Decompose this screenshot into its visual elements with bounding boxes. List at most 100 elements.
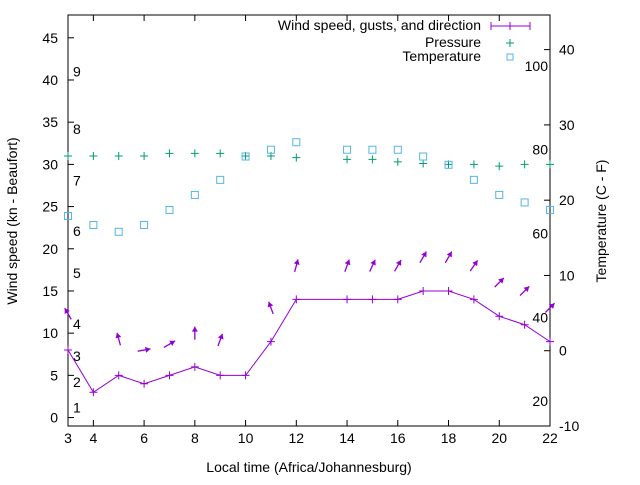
y-tick-label: 0 xyxy=(50,410,58,426)
wind-speed-point xyxy=(469,295,478,304)
wind-speed-point xyxy=(89,388,98,397)
wind-speed-point xyxy=(292,295,301,304)
pressure-point xyxy=(520,160,529,169)
legend-swatch-temperature xyxy=(506,53,514,61)
gust-arrow-head xyxy=(344,259,351,266)
beaufort-label: 3 xyxy=(73,348,81,364)
gust-arrow xyxy=(344,259,351,272)
temperature-point xyxy=(216,175,225,184)
gust-arrow xyxy=(217,333,224,347)
legend-swatch-wind xyxy=(490,22,531,30)
temperature-point xyxy=(520,198,529,207)
wind-speed-point xyxy=(546,337,554,346)
gust-arrow-head xyxy=(169,340,176,346)
gust-arrow-head xyxy=(421,251,427,258)
pressure-point xyxy=(190,149,199,158)
gust-arrow-head xyxy=(498,277,504,284)
legend-label-wind: Wind speed, gusts, and direction xyxy=(278,17,481,33)
temperature-point xyxy=(343,145,352,154)
wind-speed-point xyxy=(419,286,428,295)
gust-arrow xyxy=(469,259,479,272)
wind-speed-point xyxy=(190,362,199,371)
fahrenheit-label: 60 xyxy=(532,225,548,241)
pressure-point xyxy=(165,149,174,158)
y-tick-label: 5 xyxy=(50,367,58,383)
gust-arrow-head xyxy=(115,332,122,339)
temperature-point xyxy=(393,145,402,154)
beaufort-label: 5 xyxy=(73,265,81,281)
temperature-point xyxy=(266,145,275,154)
pressure-point xyxy=(368,155,377,164)
y2-tick-label: 40 xyxy=(559,42,575,58)
gust-arrow-head xyxy=(64,308,70,314)
y-tick-label: 30 xyxy=(42,156,58,172)
gust-arrow xyxy=(494,277,505,288)
gust-arrow xyxy=(267,301,274,315)
gust-arrow xyxy=(64,307,72,320)
wind-speed-point xyxy=(368,295,377,304)
x-tick-label: 16 xyxy=(390,430,406,446)
y2-tick-label: 10 xyxy=(559,267,575,283)
legend-label-temperature: Temperature xyxy=(402,48,481,64)
temperature-point xyxy=(89,221,98,230)
x-tick-label: 8 xyxy=(191,430,199,446)
wind-speed-point xyxy=(343,295,352,304)
gust-arrow-head xyxy=(293,259,300,265)
beaufort-label: 1 xyxy=(73,399,81,415)
legend-label-pressure: Pressure xyxy=(425,34,481,50)
gust-arrow-head xyxy=(523,286,530,293)
pressure-point xyxy=(114,151,123,160)
temperature-point xyxy=(469,175,478,184)
y2-axis-label: Temperature (C - F) xyxy=(593,160,609,283)
gust-arrow-head xyxy=(370,259,376,266)
gust-arrow-head xyxy=(145,346,151,353)
temperature-point xyxy=(241,152,250,161)
x-tick-label-start: 3 xyxy=(64,430,72,446)
temperature-point xyxy=(165,205,174,214)
y-tick-label: 40 xyxy=(42,72,58,88)
fahrenheit-label: 20 xyxy=(532,393,548,409)
wind-speed-line xyxy=(67,290,551,393)
fahrenheit-label: 40 xyxy=(532,310,548,326)
x-tick-label: 6 xyxy=(140,430,148,446)
x-tick-label: 22 xyxy=(542,430,558,446)
pressure-point xyxy=(64,151,72,160)
wind-speed-point xyxy=(266,337,275,346)
pressure-point xyxy=(546,160,554,169)
legend-swatch-pressure xyxy=(506,39,514,47)
wind-speed-point xyxy=(64,346,72,355)
y-tick-label: 35 xyxy=(42,114,58,130)
y-tick-label: 45 xyxy=(42,30,58,46)
gust-arrow xyxy=(163,340,176,348)
gust-arrow-head xyxy=(191,326,198,332)
temperature-point xyxy=(495,190,504,199)
gust-arrow xyxy=(115,332,122,346)
beaufort-label: 7 xyxy=(73,172,81,188)
wind-speed-point xyxy=(165,371,174,380)
y-tick-label: 15 xyxy=(42,283,58,299)
gust-arrow-head xyxy=(395,260,402,266)
x-tick-label: 10 xyxy=(238,430,254,446)
wind-speed-point xyxy=(444,286,453,295)
temperature-point xyxy=(546,205,554,214)
temperature-point xyxy=(368,145,377,154)
gust-arrow xyxy=(293,259,300,273)
wind-speed-point xyxy=(140,379,149,388)
x-axis-label: Local time (Africa/Johannesburg) xyxy=(206,459,411,475)
temperature-point xyxy=(114,227,123,236)
y2-tick-label: 0 xyxy=(559,343,567,359)
legend: Wind speed, gusts, and direction Pressur… xyxy=(278,17,531,64)
y-axis-label: Wind speed (kn - Beaufort) xyxy=(4,137,20,304)
beaufort-label: 6 xyxy=(73,223,81,239)
pressure-point xyxy=(469,160,478,169)
y2-tick-label: 20 xyxy=(559,192,575,208)
pressure-point xyxy=(495,162,504,171)
temperature-point xyxy=(190,190,199,199)
pressure-point xyxy=(419,159,428,168)
gust-arrow xyxy=(369,259,376,272)
beaufort-label: 2 xyxy=(73,374,81,390)
gust-arrow xyxy=(444,251,453,264)
gust-arrow xyxy=(393,259,402,272)
gust-arrow xyxy=(191,326,198,340)
wind-speed-point xyxy=(393,295,402,304)
